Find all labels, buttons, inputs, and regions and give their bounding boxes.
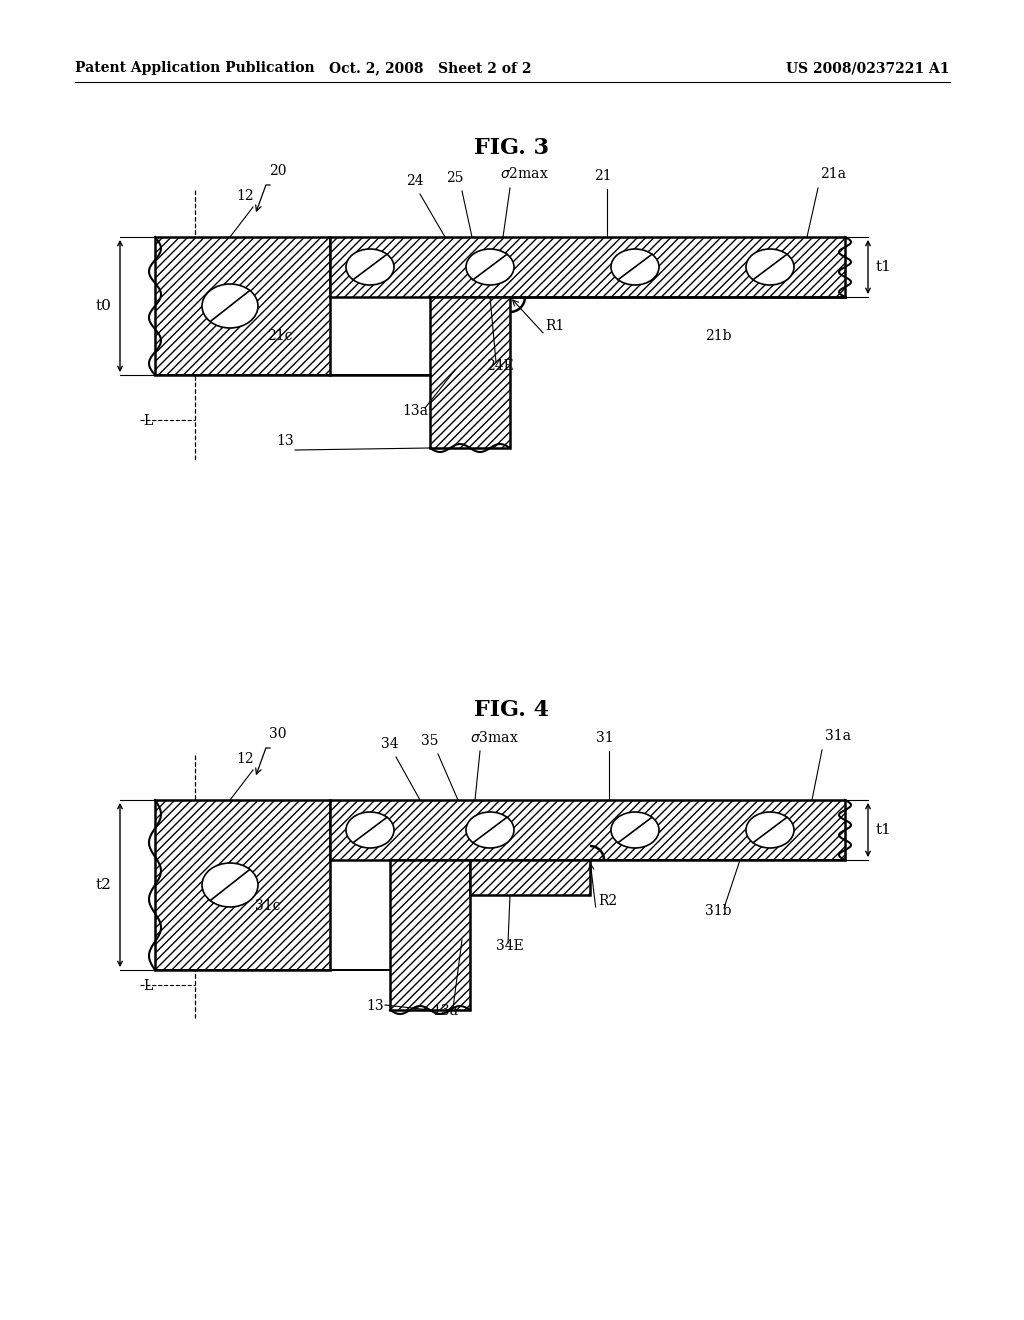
- Text: Oct. 2, 2008   Sheet 2 of 2: Oct. 2, 2008 Sheet 2 of 2: [329, 61, 531, 75]
- Text: 20: 20: [269, 164, 287, 178]
- Text: 24E: 24E: [486, 359, 514, 374]
- Ellipse shape: [466, 812, 514, 847]
- Ellipse shape: [346, 249, 394, 285]
- Text: FIG. 4: FIG. 4: [474, 700, 550, 721]
- Text: 12: 12: [237, 189, 254, 203]
- Ellipse shape: [746, 249, 794, 285]
- Bar: [330, 800, 845, 861]
- Bar: [430, 297, 510, 447]
- Text: 21: 21: [594, 169, 611, 183]
- Ellipse shape: [202, 284, 258, 327]
- Text: 34E: 34E: [496, 939, 524, 953]
- Ellipse shape: [346, 812, 394, 847]
- Bar: [155, 800, 330, 970]
- Text: R2: R2: [598, 894, 617, 908]
- Text: 31b: 31b: [705, 904, 731, 917]
- Text: 13: 13: [276, 434, 294, 447]
- Bar: [390, 861, 470, 1010]
- Bar: [155, 238, 330, 375]
- Text: 12: 12: [237, 752, 254, 766]
- Ellipse shape: [611, 812, 659, 847]
- Text: US 2008/0237221 A1: US 2008/0237221 A1: [786, 61, 950, 75]
- Text: 21b: 21b: [705, 329, 731, 343]
- Text: t1: t1: [877, 822, 892, 837]
- Text: 31a: 31a: [825, 729, 851, 743]
- Text: 34: 34: [381, 737, 398, 751]
- Text: 21c: 21c: [267, 329, 293, 343]
- Text: $\sigma$2max: $\sigma$2max: [500, 166, 549, 181]
- Text: 24: 24: [407, 174, 424, 187]
- Text: 30: 30: [269, 727, 287, 741]
- Text: t2: t2: [96, 878, 112, 892]
- Ellipse shape: [466, 249, 514, 285]
- Text: 21a: 21a: [820, 168, 846, 181]
- Bar: [330, 238, 845, 297]
- Bar: [470, 861, 590, 895]
- Text: 35: 35: [421, 734, 438, 748]
- Ellipse shape: [746, 812, 794, 847]
- Text: R1: R1: [545, 319, 564, 333]
- Text: 31c: 31c: [255, 899, 281, 913]
- Text: 31: 31: [596, 731, 613, 744]
- Ellipse shape: [202, 863, 258, 907]
- Ellipse shape: [611, 249, 659, 285]
- Text: t1: t1: [877, 260, 892, 275]
- Text: FIG. 3: FIG. 3: [474, 137, 550, 158]
- Text: 25: 25: [446, 172, 464, 185]
- Text: $\sigma$3max: $\sigma$3max: [470, 730, 519, 744]
- Text: 13a: 13a: [432, 1005, 458, 1018]
- Text: 13a: 13a: [402, 404, 428, 418]
- Text: t0: t0: [96, 300, 112, 313]
- Text: 13: 13: [367, 999, 384, 1012]
- Text: L: L: [143, 979, 153, 993]
- Text: L: L: [143, 414, 153, 428]
- Text: Patent Application Publication: Patent Application Publication: [75, 61, 314, 75]
